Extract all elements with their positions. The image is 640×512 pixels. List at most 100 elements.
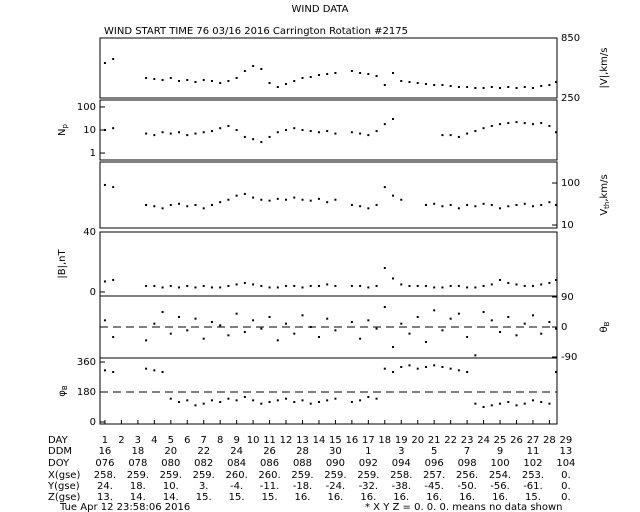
data-point xyxy=(178,316,181,318)
data-point xyxy=(367,396,370,398)
data-point xyxy=(252,399,255,402)
data-point xyxy=(326,399,329,402)
data-point xyxy=(482,284,485,287)
day-label: 22 xyxy=(444,435,457,446)
data-point xyxy=(161,131,164,134)
data-point xyxy=(507,122,510,125)
data-point xyxy=(145,132,148,135)
data-point xyxy=(260,141,263,144)
y-tick-label: 250 xyxy=(561,93,580,104)
data-point xyxy=(540,283,543,286)
data-point xyxy=(375,203,378,206)
data-point xyxy=(531,284,534,287)
data-point xyxy=(555,203,558,206)
data-point xyxy=(531,123,534,126)
data-point xyxy=(400,322,403,325)
axis-label: Np xyxy=(57,123,69,135)
table-cell: 24 xyxy=(230,446,243,457)
y-tick-label: 10 xyxy=(83,125,96,136)
table-cell: 259. xyxy=(127,470,149,481)
data-point xyxy=(326,317,329,320)
table-cell: -56. xyxy=(490,481,510,492)
y-tick-label: 180 xyxy=(77,387,96,398)
data-point xyxy=(235,399,238,402)
data-point xyxy=(252,65,255,67)
data-point xyxy=(293,284,296,287)
y-tick-label: 0 xyxy=(561,322,567,333)
table-cell: 16 xyxy=(99,446,112,457)
y-tick-label: 100 xyxy=(561,178,580,189)
data-point xyxy=(548,124,551,127)
data-point xyxy=(145,284,148,287)
data-point xyxy=(433,286,436,289)
data-point xyxy=(317,131,320,134)
table-cell: 3 xyxy=(398,446,404,457)
data-point xyxy=(301,129,304,131)
data-point xyxy=(507,401,510,403)
data-point xyxy=(202,79,205,81)
data-point xyxy=(359,337,362,340)
data-point xyxy=(548,84,551,86)
y-tick-label: 90 xyxy=(561,292,574,303)
axis-label: θB xyxy=(599,321,611,332)
data-point xyxy=(317,284,320,287)
data-point xyxy=(548,201,551,204)
day-label: 11 xyxy=(263,435,276,446)
table-cell: 104 xyxy=(556,458,575,469)
data-point xyxy=(441,205,444,208)
data-point xyxy=(194,317,197,320)
data-point xyxy=(326,201,329,204)
table-cell: 16. xyxy=(295,492,311,503)
data-point xyxy=(268,286,271,289)
data-point xyxy=(367,319,370,322)
day-label: 3 xyxy=(135,435,141,446)
data-point xyxy=(449,203,452,206)
data-point xyxy=(153,369,156,372)
axis-label-main: N xyxy=(57,128,68,135)
data-point xyxy=(178,80,181,82)
day-label: 25 xyxy=(494,435,507,446)
data-point xyxy=(186,284,189,287)
data-point xyxy=(383,367,386,370)
data-point xyxy=(424,284,427,287)
day-label: 1 xyxy=(102,435,108,446)
table-cell: 30 xyxy=(329,446,342,457)
table-cell: 260. xyxy=(226,470,248,481)
data-point xyxy=(555,81,558,83)
day-label: 15 xyxy=(329,435,342,446)
day-label: 10 xyxy=(247,435,260,446)
table-cell: 082 xyxy=(194,458,213,469)
data-point xyxy=(301,286,304,289)
data-point xyxy=(531,205,534,208)
data-point xyxy=(490,203,493,206)
table-cell: 102 xyxy=(523,458,542,469)
data-point xyxy=(474,130,477,133)
data-point xyxy=(112,127,115,130)
data-point xyxy=(326,130,329,133)
data-point xyxy=(103,319,106,322)
table-cell: -32. xyxy=(359,481,379,492)
data-point xyxy=(227,80,230,82)
table-cell: 259. xyxy=(324,470,346,481)
table-cell: 100 xyxy=(490,458,509,469)
table-cell: 15. xyxy=(229,492,245,503)
data-point xyxy=(507,281,510,284)
data-point xyxy=(161,371,164,373)
day-label: 19 xyxy=(395,435,408,446)
data-point xyxy=(260,68,263,70)
row-label: Y(gse) xyxy=(47,481,80,492)
data-point xyxy=(555,131,558,134)
data-point xyxy=(359,284,362,287)
data-point xyxy=(515,87,518,89)
data-point xyxy=(350,203,353,206)
table-cell: 16. xyxy=(426,492,442,503)
y-tick-label: 0 xyxy=(90,417,96,428)
data-point xyxy=(219,401,222,403)
table-cell: 256. xyxy=(456,470,478,481)
table-cell: 26 xyxy=(263,446,276,457)
table-cell: 15. xyxy=(262,492,278,503)
data-point xyxy=(507,86,510,88)
data-point xyxy=(309,199,312,202)
table-cell: 259. xyxy=(193,470,215,481)
